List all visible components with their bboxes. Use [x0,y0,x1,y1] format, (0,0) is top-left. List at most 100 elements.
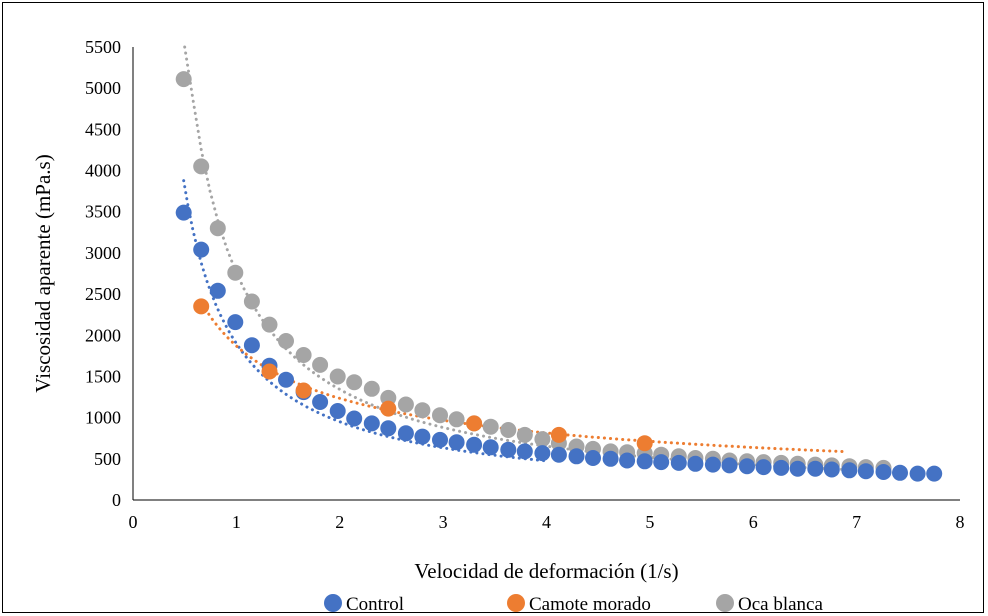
data-point-control [209,282,226,299]
y-tick-label: 5000 [85,78,121,98]
y-tick-label: 1000 [85,408,121,428]
data-point-control [704,456,721,473]
data-point-camote-morado [193,298,210,315]
legend: Control Camote morado Oca blanca [324,594,823,614]
x-tick-label: 8 [956,512,965,532]
data-point-control [397,425,414,442]
data-point-control [687,455,704,472]
data-point-camote-morado [550,426,567,443]
data-point-control [482,439,499,456]
data-point-control [892,464,908,481]
data-point-control [909,465,926,482]
data-point-control [193,241,210,258]
data-point-control [534,445,551,462]
y-tick-label: 2000 [85,325,121,345]
data-point-oca-blanca [312,356,329,373]
x-tick-label: 3 [439,512,448,532]
data-point-camote-morado [261,363,278,380]
data-point-oca-blanca [482,418,499,435]
data-point-control [807,460,824,477]
y-tick-label: 2500 [85,284,121,304]
trendline-oca-blanca [183,45,859,472]
data-point-control [568,448,585,465]
legend-marker-camote-morado [507,594,525,612]
trendline-layer [182,45,859,472]
y-tick-label: 1500 [85,366,121,386]
data-point-control [789,460,806,477]
data-point-control [516,443,533,460]
data-point-control [602,450,619,467]
data-point-control [926,465,943,482]
y-tick-label: 3000 [85,243,121,263]
data-point-control [500,441,517,458]
x-tick-label: 7 [852,512,861,532]
data-point-control [414,428,431,445]
data-point-oca-blanca [516,426,533,443]
data-point-control [619,452,636,469]
legend-label-camote-morado: Camote morado [529,594,651,614]
data-point-control [227,314,244,331]
data-point-oca-blanca [227,264,244,281]
x-axis-title: Velocidad de deformación (1/s) [414,559,678,583]
y-axis-title: Viscosidad aparente (mPa.s) [31,154,55,392]
data-points-layer [175,71,943,482]
data-point-oca-blanca [295,347,312,363]
data-point-camote-morado [466,415,483,432]
data-point-control [329,403,346,419]
x-tick-labels: 0 1 2 3 4 5 6 7 8 [129,512,965,532]
legend-label-control: Control [346,594,404,614]
legend-marker-oca-blanca [716,594,734,612]
data-point-control [175,204,192,221]
legend-marker-control [324,594,342,612]
data-point-camote-morado [295,382,312,399]
data-point-control [755,459,772,476]
data-point-oca-blanca [329,368,346,385]
data-point-oca-blanca [414,402,431,419]
data-point-oca-blanca [278,333,294,349]
data-point-control [380,420,397,437]
x-tick-label: 4 [542,512,551,532]
data-point-oca-blanca [175,71,192,88]
data-point-control [363,415,380,432]
y-tick-labels: 0 500 1000 1500 2000 2500 3000 3500 4000 4500 5000… [85,37,121,510]
y-tick-label: 3500 [85,202,121,222]
data-point-control [585,450,601,466]
chart-canvas: 0 500 1000 1500 2000 2500 3000 3500 4000 4500 5000… [31,37,965,614]
y-tick-label: 500 [94,449,121,469]
x-tick-label: 0 [129,512,138,532]
data-point-oca-blanca [243,293,260,310]
data-point-control [466,436,483,453]
data-point-control [670,454,687,471]
data-point-oca-blanca [500,422,517,438]
data-point-control [739,458,755,475]
data-point-control [550,446,567,463]
data-point-control [857,463,874,480]
data-point-oca-blanca [534,431,551,448]
y-tick-label: 4000 [85,161,121,181]
data-point-control [432,431,448,448]
data-point-camote-morado [636,435,653,452]
data-point-control [653,454,670,471]
legend-label-oca-blanca: Oca blanca [738,594,823,614]
data-point-control [278,371,294,388]
y-tick-label: 4500 [85,119,121,139]
data-point-oca-blanca [363,380,380,397]
data-point-control [312,394,329,410]
x-tick-label: 6 [749,512,758,532]
data-point-camote-morado [380,400,397,417]
data-point-oca-blanca [261,316,278,333]
x-tick-label: 1 [232,512,241,532]
data-point-oca-blanca [209,220,226,237]
data-point-control [448,434,465,451]
data-point-control [875,464,892,480]
x-tick-label: 2 [335,512,344,532]
data-point-control [636,453,653,470]
data-point-oca-blanca [432,407,448,424]
x-tick-label: 5 [645,512,654,532]
data-point-control [346,410,363,427]
data-point-oca-blanca [397,396,414,413]
data-point-oca-blanca [346,374,363,391]
data-point-control [243,337,260,354]
data-point-control [721,457,738,474]
